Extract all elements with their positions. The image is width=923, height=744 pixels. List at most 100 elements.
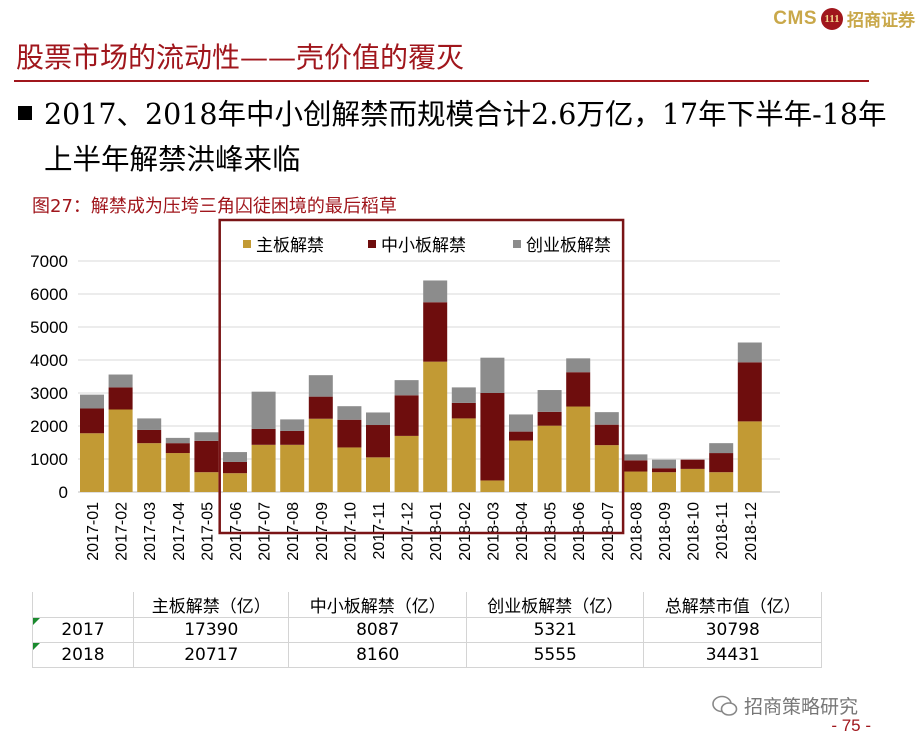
bar-segment-main-board bbox=[394, 435, 419, 492]
y-tick-label: 4000 bbox=[30, 351, 68, 370]
x-tick-label: 2018-11 bbox=[714, 502, 731, 560]
bar-segment-chinext bbox=[480, 357, 505, 393]
bar-segment-chinext bbox=[652, 459, 676, 469]
legend-swatch bbox=[243, 240, 251, 248]
bar-segment-sme-board bbox=[537, 411, 562, 426]
bar-segment-main-board bbox=[680, 468, 705, 492]
bar-segment-chinext bbox=[308, 375, 333, 397]
bar-segment-sme-board bbox=[509, 431, 533, 441]
brand-emblem-icon: 111 bbox=[821, 7, 843, 30]
y-tick-label: 1000 bbox=[30, 450, 68, 469]
bar-segment-chinext bbox=[251, 391, 276, 429]
brand-logo-group: CMS 111 招商证券 bbox=[773, 6, 915, 31]
x-tick-label: 2017-01 bbox=[85, 502, 102, 561]
table-cell: 8087 bbox=[288, 617, 467, 643]
x-tick-label: 2017-12 bbox=[400, 502, 417, 561]
table-header-row: 主板解禁（亿） 中小板解禁（亿） 创业板解禁（亿） 总解禁市值（亿） bbox=[32, 592, 822, 618]
bar-segment-main-board bbox=[308, 418, 333, 492]
bar-segment-chinext bbox=[594, 412, 619, 425]
page-title: 股票市场的流动性——壳价值的覆灭 bbox=[16, 41, 465, 74]
table-cell-year: 2017 bbox=[32, 617, 134, 643]
x-tick-label: 2018-06 bbox=[571, 502, 588, 561]
table-header-cell: 创业板解禁（亿） bbox=[465, 592, 645, 618]
bar-segment-chinext bbox=[394, 380, 419, 396]
y-tick-label: 5000 bbox=[30, 318, 68, 337]
data-table: 主板解禁（亿） 中小板解禁（亿） 创业板解禁（亿） 总解禁市值（亿） 2017 … bbox=[32, 592, 822, 668]
bar-segment-main-board bbox=[223, 473, 247, 492]
bar-segment-sme-board bbox=[366, 425, 390, 458]
bullet-text: 2017、2018年中小创解禁而规模合计2.6万亿，17年下半年-18年上半年解… bbox=[44, 98, 887, 176]
bar-segment-sme-board bbox=[337, 419, 362, 448]
bar-segment-main-board bbox=[80, 433, 104, 492]
table-row: 2018 20717 8160 5555 34431 bbox=[32, 642, 822, 668]
x-tick-label: 2017-10 bbox=[342, 502, 359, 561]
x-tick-label: 2017-05 bbox=[199, 502, 216, 561]
x-tick-label: 2018-03 bbox=[485, 502, 502, 561]
x-tick-label: 2017-02 bbox=[114, 502, 131, 561]
x-tick-label: 2018-08 bbox=[628, 502, 645, 561]
watermark-text: 招商策略研究 bbox=[744, 696, 859, 718]
bar-segment-main-board bbox=[366, 457, 390, 492]
table-header-cell: 主板解禁（亿） bbox=[132, 592, 290, 618]
bar-segment-sme-board bbox=[194, 440, 219, 473]
x-tick-label: 2017-04 bbox=[171, 502, 188, 561]
bar-segment-sme-board bbox=[280, 430, 305, 445]
table-cell: 8160 bbox=[288, 642, 467, 668]
x-tick-label: 2017-11 bbox=[371, 502, 388, 560]
table-cell: 5321 bbox=[465, 617, 645, 643]
bar-segment-chinext bbox=[223, 452, 247, 462]
legend-swatch bbox=[513, 240, 521, 248]
y-tick-label: 6000 bbox=[30, 285, 68, 304]
legend-label: 主板解禁 bbox=[256, 236, 324, 256]
bar-segment-main-board bbox=[194, 472, 219, 492]
table-cell: 5555 bbox=[465, 642, 645, 668]
x-tick-label: 2017-09 bbox=[314, 502, 331, 561]
bar-segment-chinext bbox=[366, 412, 390, 426]
bar-segment-sme-board bbox=[308, 396, 333, 419]
x-tick-label: 2018-05 bbox=[543, 502, 560, 561]
bar-segment-sme-board bbox=[108, 387, 133, 410]
bar-segment-main-board bbox=[165, 453, 190, 492]
table-header-cell bbox=[32, 592, 134, 618]
bar-segment-main-board bbox=[737, 421, 762, 492]
bar-segment-main-board bbox=[537, 425, 562, 492]
bar-segment-main-board bbox=[509, 440, 533, 492]
bar-segment-sme-board bbox=[80, 408, 104, 434]
brand-chinese-name: 招商证券 bbox=[847, 11, 915, 31]
x-axis-ticks: 2017-01 2017-02 2017-03 2017-04 2017-05 2017-… bbox=[85, 502, 760, 561]
bar-segment-chinext bbox=[423, 280, 448, 303]
bar-segment-chinext bbox=[737, 342, 762, 363]
table-cell: 34431 bbox=[643, 642, 822, 668]
bar-segment-chinext bbox=[709, 443, 734, 454]
bar-segment-sme-board bbox=[423, 302, 448, 362]
cell-marker-icon bbox=[33, 643, 40, 650]
wechat-icon bbox=[712, 695, 738, 716]
page-number: - 75 - bbox=[831, 716, 871, 735]
bar-segment-sme-board bbox=[594, 424, 619, 446]
table-cell: 17390 bbox=[132, 617, 290, 643]
table-cell-year: 2018 bbox=[32, 642, 134, 668]
bar-segment-main-board bbox=[623, 471, 648, 492]
bar-segment-main-board bbox=[480, 480, 505, 492]
y-tick-label: 2000 bbox=[30, 417, 68, 436]
bar-segment-chinext bbox=[337, 406, 362, 420]
bar-segment-sme-board bbox=[566, 372, 591, 407]
x-tick-label: 2017-08 bbox=[285, 502, 302, 561]
y-axis-ticks: 0 1000 2000 3000 4000 5000 6000 7000 bbox=[30, 252, 68, 502]
x-tick-label: 2018-04 bbox=[514, 502, 531, 561]
bar-segment-main-board bbox=[108, 409, 133, 492]
bar-segment-main-board bbox=[137, 443, 162, 492]
cell-marker-icon bbox=[33, 618, 40, 625]
bar-segment-sme-board bbox=[623, 460, 648, 472]
bar-segment-chinext bbox=[537, 390, 562, 412]
bar-segment-sme-board bbox=[251, 428, 276, 445]
y-tick-label: 3000 bbox=[30, 384, 68, 403]
bar-segment-sme-board bbox=[680, 459, 705, 469]
bar-segment-sme-board bbox=[652, 468, 676, 473]
bar-segment-sme-board bbox=[137, 429, 162, 444]
bar-segment-main-board bbox=[337, 447, 362, 492]
bar-segment-chinext bbox=[280, 419, 305, 431]
bar-segment-main-board bbox=[594, 445, 619, 492]
bullet-point: 2017、2018年中小创解禁而规模合计2.6万亿，17年下半年-18年上半年解… bbox=[16, 92, 896, 182]
chart-bars bbox=[80, 280, 762, 492]
